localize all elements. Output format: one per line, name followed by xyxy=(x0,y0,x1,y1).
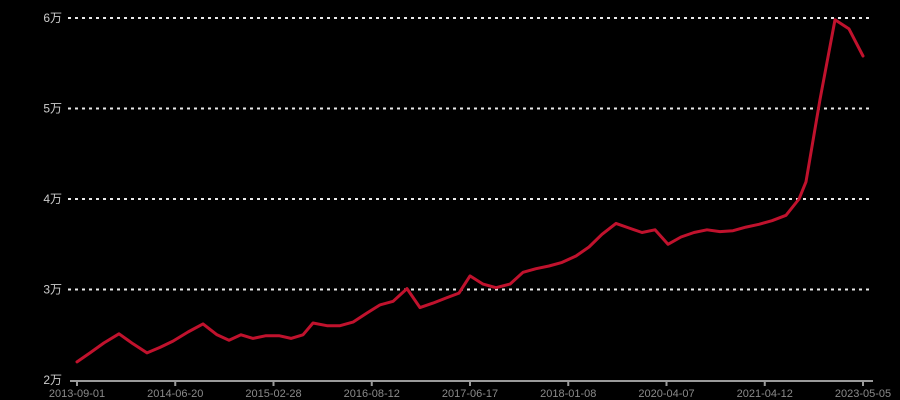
y-axis-label: 2万 xyxy=(43,373,62,387)
x-axis-label: 2021-04-12 xyxy=(737,388,793,400)
x-axis-label: 2018-01-08 xyxy=(540,388,596,400)
y-axis-label: 5万 xyxy=(43,102,62,116)
y-axis-label: 6万 xyxy=(43,11,62,25)
x-axis-group: 2013-09-01 2014-06-20 2015-02-28 2016-08-12… xyxy=(49,380,891,400)
x-axis-label: 2016-08-12 xyxy=(344,388,400,400)
y-axis-label: 3万 xyxy=(43,283,62,297)
x-axis-label: 2015-02-28 xyxy=(245,388,301,400)
x-axis-label: 2017-06-17 xyxy=(442,388,498,400)
y-axis-labels-group: 2万 3万 4万 5万 6万 xyxy=(43,11,62,387)
gridlines-group xyxy=(68,17,872,291)
x-axis-label: 2013-09-01 xyxy=(49,388,105,400)
x-axis-label: 2020-04-07 xyxy=(638,388,694,400)
y-axis-label: 4万 xyxy=(43,192,62,206)
x-axis-label: 2023-05-05 xyxy=(835,388,891,400)
price-line xyxy=(75,18,865,364)
series-group xyxy=(75,18,865,364)
x-axis-label: 2014-06-20 xyxy=(147,388,203,400)
